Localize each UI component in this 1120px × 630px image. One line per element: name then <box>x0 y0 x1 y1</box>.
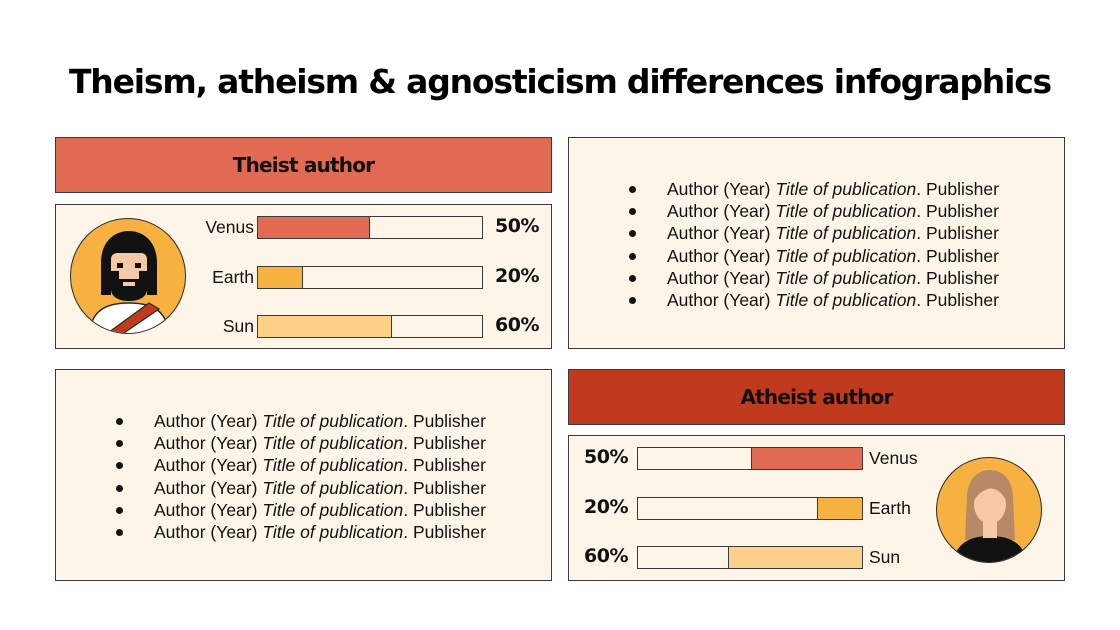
reference-title: Title of publication <box>262 411 404 431</box>
reference-publisher: . Publisher <box>403 499 486 520</box>
bullet-icon <box>116 484 123 492</box>
bullet-icon <box>629 297 636 305</box>
reference-title: Title of publication <box>775 223 917 244</box>
reference-title: Title of publication <box>775 245 917 266</box>
bullet-icon <box>116 462 123 470</box>
reference-publisher: . Publisher <box>403 477 486 498</box>
reference-author: Author (Year) <box>154 411 263 431</box>
woman-icon <box>936 457 1042 563</box>
bar-value-label: 60% <box>495 314 539 336</box>
reference-item: Author (Year) Title of publication. Publ… <box>116 477 486 499</box>
reference-author: Author (Year) <box>667 245 776 266</box>
bar-label: Earth <box>212 266 254 287</box>
theist-author-header: Theist author <box>55 137 552 193</box>
bullet-icon <box>116 529 123 537</box>
reference-publisher: . Publisher <box>916 245 999 266</box>
reference-author: Author (Year) <box>667 290 776 311</box>
bar-track <box>257 265 483 289</box>
page-title: Theism, atheism & agnosticism difference… <box>68 62 1052 101</box>
reference-item: Author (Year) Title of publication. Publ… <box>116 454 486 476</box>
reference-title: Title of publication <box>262 433 404 454</box>
reference-publisher: . Publisher <box>916 201 999 222</box>
bar-track <box>637 447 863 470</box>
references-panel-bottom: Author (Year) Title of publication. Publ… <box>55 369 552 581</box>
reference-item: Author (Year) Title of publication. Publ… <box>629 289 999 311</box>
bar-fill <box>258 316 392 337</box>
bar-label: Venus <box>205 217 254 237</box>
reference-list-bottom: Author (Year) Title of publication. Publ… <box>116 410 486 543</box>
reference-publisher: . Publisher <box>403 522 486 543</box>
references-panel-top: Author (Year) Title of publication. Publ… <box>568 137 1065 349</box>
bar-value-label: 50% <box>495 215 539 237</box>
reference-author: Author (Year) <box>667 201 776 222</box>
reference-item: Author (Year) Title of publication. Publ… <box>629 245 999 267</box>
reference-author: Author (Year) <box>154 455 263 476</box>
reference-title: Title of publication <box>262 455 404 476</box>
reference-author: Author (Year) <box>154 522 263 543</box>
bar-track <box>257 216 483 239</box>
reference-item: Author (Year) Title of publication. Publ… <box>629 200 999 222</box>
reference-title: Title of publication <box>262 499 404 520</box>
bullet-icon <box>629 186 636 193</box>
reference-item: Author (Year) Title of publication. Publ… <box>629 267 999 289</box>
reference-item: Author (Year) Title of publication. Publ… <box>629 222 999 244</box>
reference-item: Author (Year) Title of publication. Publ… <box>116 410 486 432</box>
reference-publisher: . Publisher <box>916 223 999 244</box>
reference-list-top: Author (Year) Title of publication. Publ… <box>629 178 999 311</box>
bar-fill <box>728 547 862 568</box>
bullet-icon <box>629 208 636 216</box>
reference-item: Author (Year) Title of publication. Publ… <box>116 521 486 543</box>
bar-track <box>637 496 863 520</box>
reference-title: Title of publication <box>775 201 917 222</box>
bar-value-label: 50% <box>584 446 628 468</box>
reference-publisher: . Publisher <box>403 455 486 476</box>
theist-author-label: Theist author <box>232 153 375 177</box>
bullet-icon <box>629 252 636 260</box>
reference-title: Title of publication <box>775 290 917 311</box>
bar-value-label: 60% <box>584 545 628 567</box>
bar-fill <box>750 448 862 469</box>
reference-author: Author (Year) <box>154 433 263 454</box>
reference-item: Author (Year) Title of publication. Publ… <box>116 432 486 454</box>
bar-label: Sun <box>869 547 901 567</box>
bullet-icon <box>629 230 636 238</box>
reference-author: Author (Year) <box>154 499 263 520</box>
reference-author: Author (Year) <box>154 477 263 498</box>
reference-publisher: . Publisher <box>403 433 486 454</box>
bar-fill <box>817 497 862 519</box>
bearded-man-icon <box>70 218 186 334</box>
reference-title: Title of publication <box>775 267 917 288</box>
atheist-chart-panel: Venus 50% Earth 20% Sun 60% <box>568 435 1065 581</box>
atheist-author-label: Atheist author <box>740 385 893 409</box>
bullet-icon <box>116 506 123 514</box>
bullet-icon <box>116 418 123 425</box>
bar-fill <box>258 217 370 238</box>
reference-item: Author (Year) Title of publication. Publ… <box>116 499 486 521</box>
reference-publisher: . Publisher <box>916 290 999 311</box>
bar-label: Venus <box>869 448 918 468</box>
atheist-author-header: Atheist author <box>568 369 1065 425</box>
reference-author: Author (Year) <box>667 223 776 244</box>
theist-chart-panel: Venus 50% Earth 20% Sun 60% <box>55 204 552 349</box>
bar-label: Sun <box>222 316 254 336</box>
bar-label: Earth <box>869 497 911 518</box>
reference-author: Author (Year) <box>667 267 776 288</box>
bar-value-label: 20% <box>584 495 628 518</box>
reference-item: Author (Year) Title of publication. Publ… <box>629 178 999 200</box>
reference-publisher: . Publisher <box>403 411 486 431</box>
reference-publisher: . Publisher <box>916 179 999 199</box>
bar-fill <box>258 266 303 288</box>
bar-track <box>257 315 483 338</box>
reference-title: Title of publication <box>775 179 917 199</box>
reference-title: Title of publication <box>262 477 404 498</box>
reference-publisher: . Publisher <box>916 267 999 288</box>
bullet-icon <box>116 440 123 448</box>
bar-value-label: 20% <box>495 264 539 287</box>
bar-track <box>637 546 863 569</box>
bullet-icon <box>629 274 636 282</box>
reference-author: Author (Year) <box>667 179 776 199</box>
reference-title: Title of publication <box>262 522 404 543</box>
